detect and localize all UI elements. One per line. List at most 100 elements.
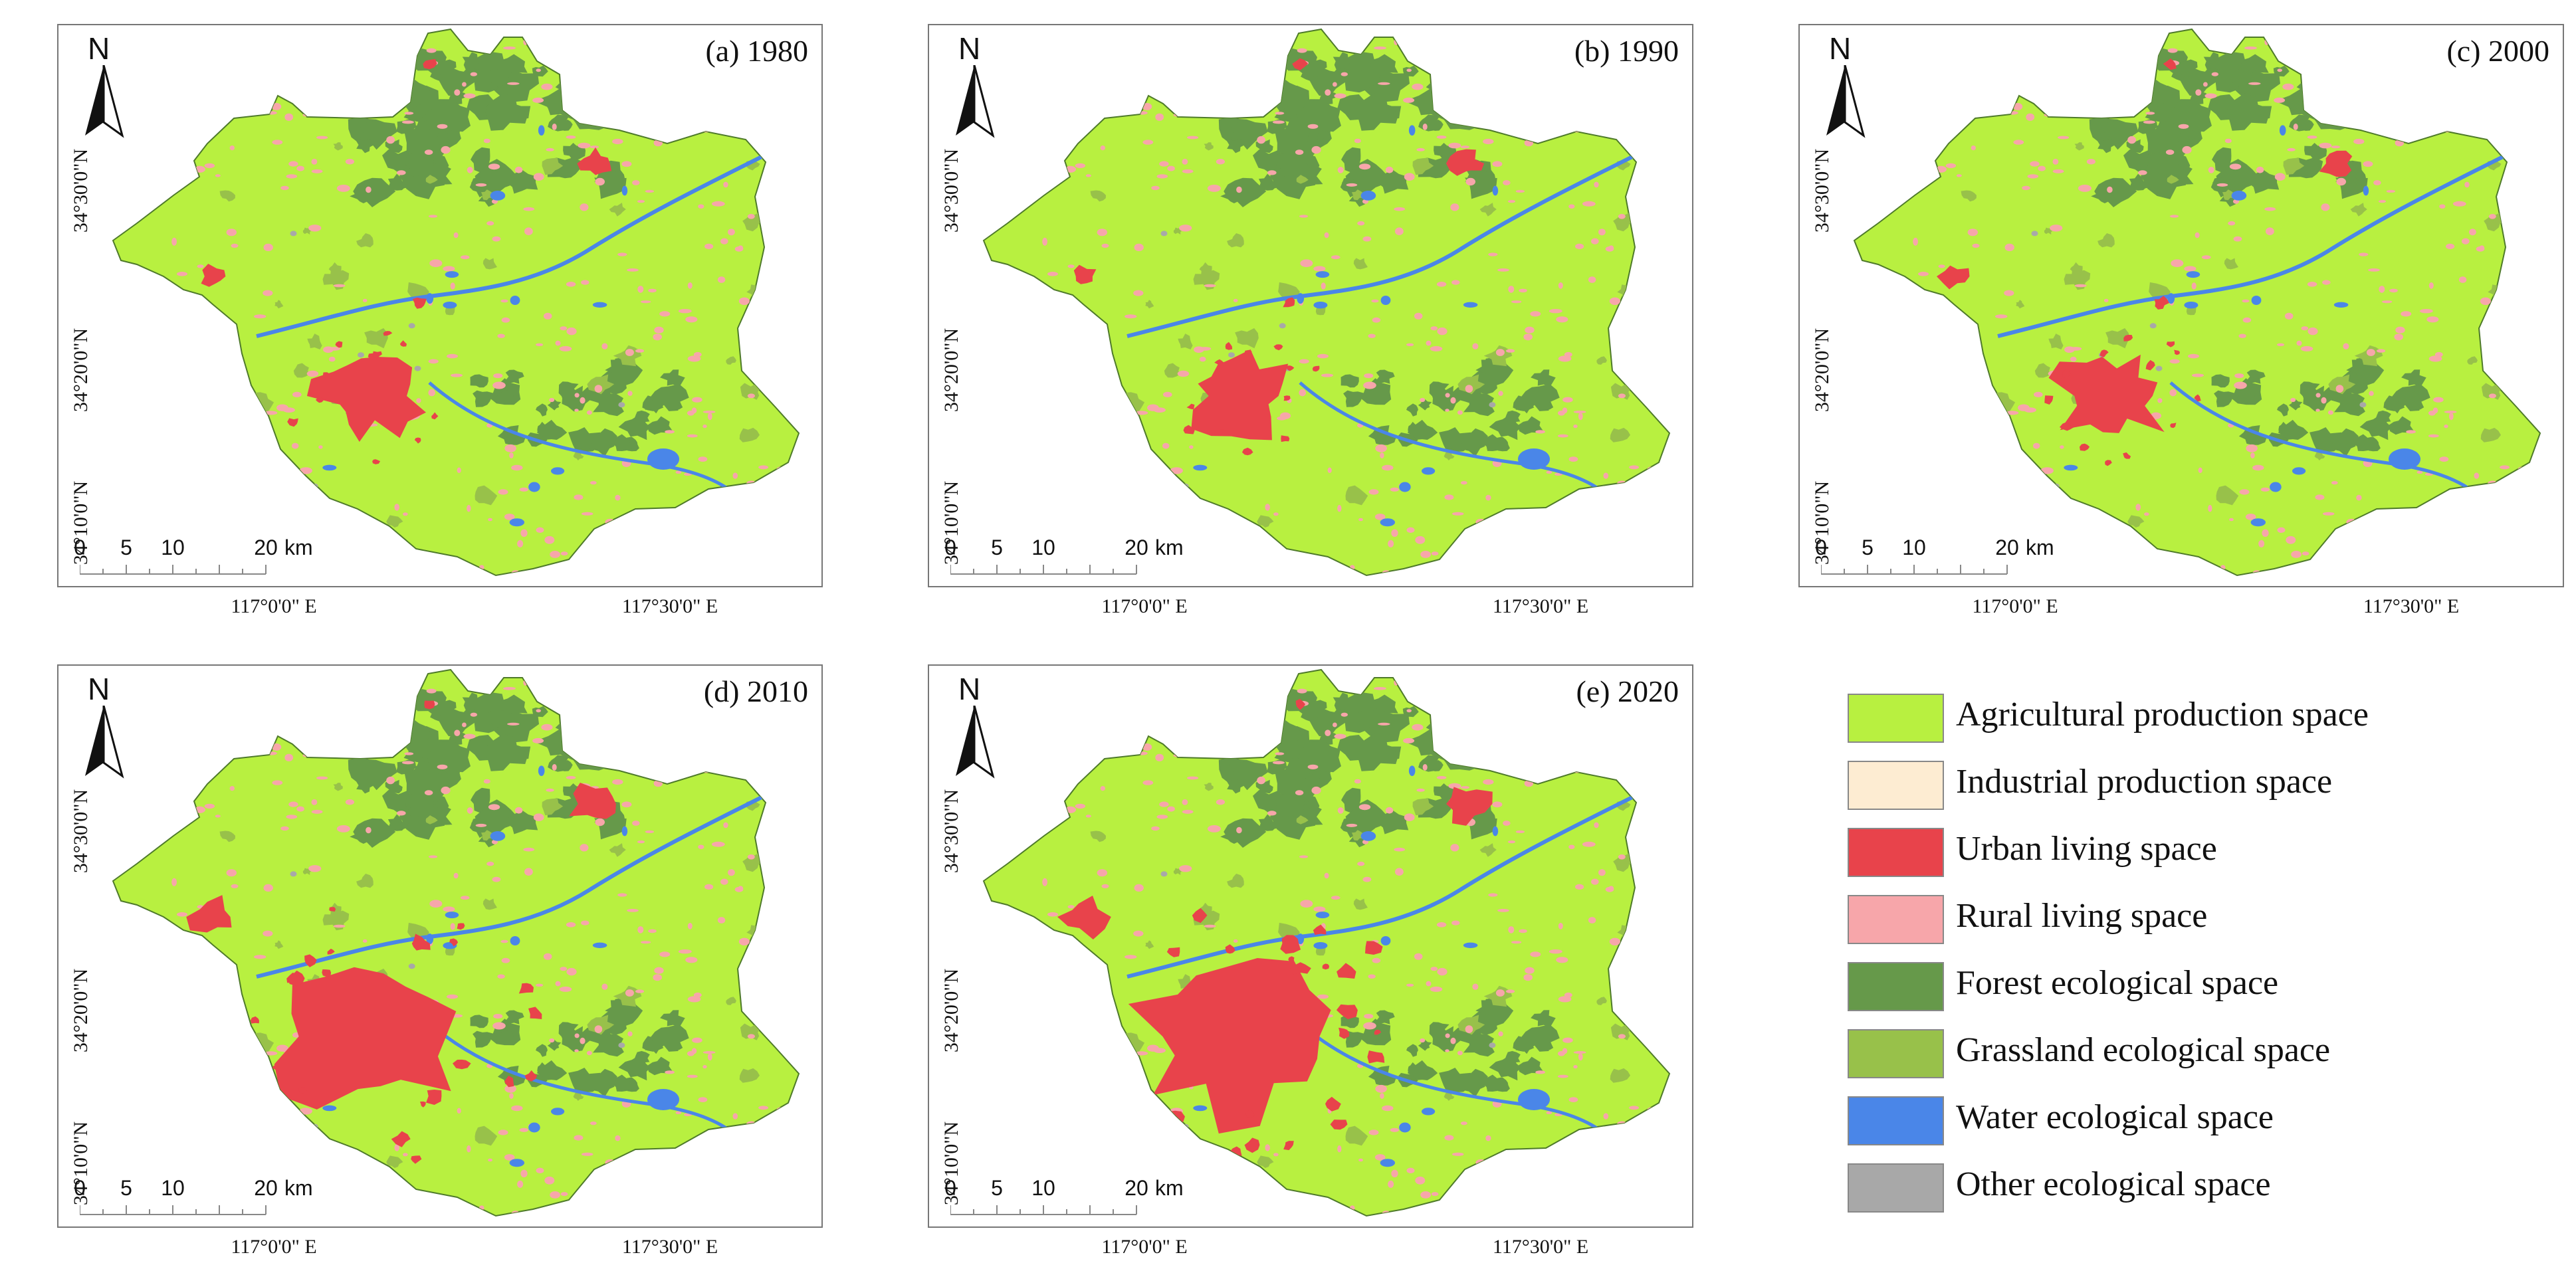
rural-patch (292, 391, 302, 398)
longitude-label: 117°30'0" E (621, 595, 718, 617)
urban-patch (1214, 429, 1224, 436)
forest-patch (433, 59, 457, 77)
rural-patch (1388, 539, 1394, 547)
rural-patch (648, 929, 657, 933)
rural-patch (2469, 229, 2476, 236)
rural-patch (2500, 361, 2506, 369)
legend-swatch (1848, 1029, 1944, 1078)
rural-patch (523, 207, 535, 211)
forest-patch (1467, 727, 1502, 750)
rural-patch (2208, 167, 2214, 173)
water-patch (2333, 302, 2349, 308)
rural-patch (2052, 169, 2064, 173)
rural-patch (1437, 967, 1448, 976)
rural-patch (1609, 297, 1620, 305)
rural-patch (618, 104, 627, 112)
rural-patch (2234, 381, 2247, 389)
rural-patch (678, 309, 692, 314)
rural-patch (2331, 481, 2338, 485)
rural-patch (345, 159, 354, 165)
rural-patch (239, 474, 245, 480)
rural-patch (1555, 510, 1562, 517)
rural-patch (536, 983, 544, 987)
rural-patch (194, 448, 202, 456)
rural-patch (1179, 225, 1192, 232)
rural-patch (2462, 238, 2470, 244)
north-label: N (88, 672, 110, 706)
forest-patch (1465, 171, 1497, 199)
rural-patch (360, 1201, 365, 1209)
forest-patch (506, 810, 538, 834)
rural-patch (1053, 444, 1061, 448)
rural-patch (1406, 343, 1414, 346)
forest-patch (404, 128, 449, 161)
forest-patch (2175, 133, 2192, 145)
rural-patch (1309, 555, 1320, 561)
grassland-patch (1965, 501, 1978, 511)
rural-patch (1495, 989, 1505, 997)
legend-swatch (1848, 828, 1944, 877)
rural-patch (1364, 1014, 1374, 1019)
rural-patch (574, 409, 579, 412)
rural-patch (437, 764, 448, 769)
scale-tick-label: 5 (1862, 536, 1874, 559)
rural-patch (1317, 353, 1329, 359)
rural-patch (1328, 566, 1338, 574)
rural-patch (612, 138, 623, 145)
grassland-patch (573, 452, 584, 460)
rural-patch (457, 467, 461, 473)
urban-patch (399, 340, 407, 347)
rural-patch (1274, 36, 1282, 43)
rural-patch (1618, 214, 1626, 219)
rural-patch (694, 1144, 700, 1150)
forest-patch (646, 416, 673, 435)
grassland-patch (238, 407, 247, 415)
rural-patch (192, 391, 200, 396)
rural-patch (2050, 225, 2063, 232)
rural-patch (637, 926, 644, 933)
rural-patch (2282, 83, 2294, 90)
rural-patch (2313, 76, 2325, 82)
rural-patch (177, 403, 188, 409)
rural-patch (2274, 97, 2286, 103)
forest-patch (612, 1074, 633, 1092)
rural-patch (685, 316, 698, 323)
rural-patch (732, 1113, 738, 1120)
rural-patch (1105, 752, 1115, 757)
rural-patch (1371, 299, 1379, 303)
urban-patch (1172, 1127, 1185, 1139)
rural-patch (247, 732, 257, 739)
scale-unit: km (284, 1176, 313, 1200)
rural-patch (595, 726, 608, 731)
rural-patch (1498, 391, 1503, 396)
rural-patch (1075, 803, 1086, 809)
urban-patch (1283, 297, 1295, 308)
rural-patch (621, 690, 631, 696)
urban-patch (528, 1007, 542, 1019)
rural-patch (1911, 171, 1917, 175)
rural-patch (2030, 161, 2040, 167)
forest-patch (2300, 381, 2321, 398)
rural-patch (1647, 466, 1657, 473)
urban-patch (524, 1070, 538, 1082)
water-patch (2251, 296, 2262, 305)
rural-patch (2078, 185, 2092, 192)
rural-patch (2274, 173, 2286, 181)
rural-patch (1047, 403, 1059, 409)
grassland-patch (1937, 440, 1949, 450)
urban-patch (412, 297, 427, 309)
rural-patch (213, 372, 225, 378)
rural-patch (549, 1038, 555, 1043)
rural-patch (1659, 313, 1665, 317)
rural-patch (2013, 140, 2024, 145)
rural-patch (509, 452, 514, 458)
rural-patch (1037, 303, 1044, 311)
water-patch (1107, 421, 1117, 426)
rural-patch (1868, 206, 1877, 214)
rural-patch (560, 551, 568, 556)
rural-patch (519, 1127, 528, 1132)
rural-patch (493, 373, 503, 379)
rural-patch (1043, 787, 1054, 792)
rural-patch (1956, 174, 1962, 177)
rural-patch (1300, 259, 1313, 268)
